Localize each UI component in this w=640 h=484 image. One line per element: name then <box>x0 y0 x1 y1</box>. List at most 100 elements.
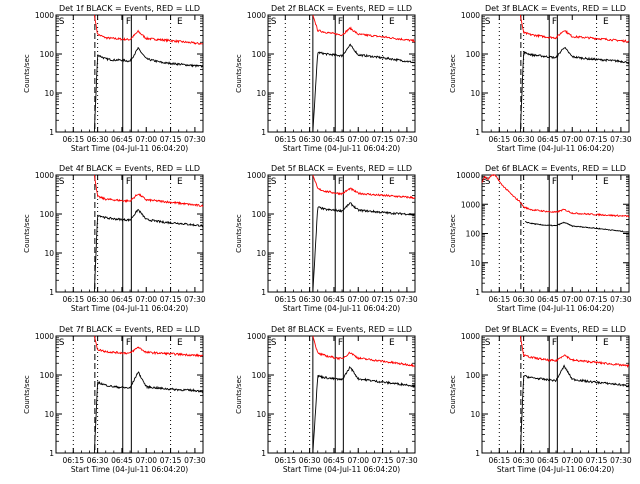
x-tick-label: 07:15 <box>160 135 182 144</box>
x-tick-label: 06:30 <box>299 135 321 144</box>
marker-s: S <box>271 177 277 187</box>
panel-det-4: Det 4f BLACK = Events, RED = LLD 1 10 100 10… <box>23 164 206 313</box>
y-axis-label: Counts/sec <box>449 214 457 253</box>
panel-title: Det 4f BLACK = Events, RED = LLD <box>59 164 200 173</box>
x-tick-label: 07:00 <box>347 295 369 304</box>
panel-title: Det 8f BLACK = Events, RED = LLD <box>271 325 412 334</box>
marker-s: S <box>59 338 65 348</box>
x-tick-label: 07:30 <box>184 295 206 304</box>
marker-e: E <box>603 177 609 187</box>
marker-e: E <box>603 338 609 348</box>
x-tick-label: 06:30 <box>87 295 109 304</box>
x-tick-label: 07:30 <box>396 135 418 144</box>
x-axis-label: Start Time (04-Jul-11 06:04:20) <box>71 144 188 153</box>
y-tick-label: 10 <box>470 410 480 419</box>
marker-e: E <box>177 177 183 187</box>
y-axis-label: Counts/sec <box>235 214 243 253</box>
series-lld-red <box>519 335 630 369</box>
marker-e: E <box>603 17 609 27</box>
plot-frame <box>481 335 630 454</box>
marker-f: F <box>126 17 131 27</box>
plot-frame <box>267 14 416 133</box>
y-tick-label: 1000 <box>35 332 54 341</box>
marker-f: F <box>126 177 131 187</box>
x-tick-label: 07:15 <box>586 135 608 144</box>
y-tick-label: 1 <box>261 449 266 458</box>
plot-frame <box>481 174 630 293</box>
x-tick-label: 07:30 <box>396 456 418 465</box>
x-tick-label: 07:00 <box>135 135 157 144</box>
marker-s: S <box>59 177 65 187</box>
y-tick-label: 1000 <box>461 200 480 209</box>
marker-e: E <box>389 338 395 348</box>
y-tick-label: 100 <box>466 50 481 59</box>
series-events-black <box>312 202 416 293</box>
plot-frame <box>55 174 204 293</box>
x-tick-label: 06:45 <box>323 135 345 144</box>
x-tick-label: 07:15 <box>160 456 182 465</box>
series-events-black <box>519 364 630 454</box>
x-tick-label: 07:30 <box>396 295 418 304</box>
marker-f: F <box>338 338 343 348</box>
y-tick-label: 1000 <box>35 11 54 20</box>
x-tick-label: 06:30 <box>513 295 535 304</box>
x-tick-label: 07:15 <box>372 456 394 465</box>
marker-f: F <box>338 17 343 27</box>
y-tick-label: 1 <box>475 449 480 458</box>
series-lld-red <box>312 335 416 368</box>
x-tick-label: 06:30 <box>87 456 109 465</box>
x-tick-label: 07:30 <box>610 456 632 465</box>
series-events-black <box>519 46 630 133</box>
y-axis-label: Counts/sec <box>449 375 457 414</box>
panel-det-3: Det 3f BLACK = Events, RED = LLD 1 10 100 10… <box>449 4 632 153</box>
series-events-black <box>93 208 204 293</box>
y-tick-label: 100 <box>252 371 267 380</box>
x-tick-label: 06:15 <box>62 456 84 465</box>
y-tick-label: 100 <box>40 50 55 59</box>
x-axis-label: Start Time (04-Jul-11 06:04:20) <box>283 304 400 313</box>
series-events-black <box>93 47 204 133</box>
x-tick-label: 07:30 <box>610 135 632 144</box>
panel-det-2: Det 2f BLACK = Events, RED = LLD 1 10 100 10… <box>235 4 418 153</box>
x-tick-label: 07:15 <box>372 135 394 144</box>
x-tick-label: 06:15 <box>274 135 296 144</box>
series-events-black <box>525 221 629 233</box>
y-tick-label: 100 <box>466 371 481 380</box>
y-tick-label: 1000 <box>247 171 266 180</box>
series-lld-red <box>519 14 630 43</box>
x-tick-label: 07:30 <box>184 456 206 465</box>
x-axis-label: Start Time (04-Jul-11 06:04:20) <box>497 465 614 474</box>
y-tick-label: 10000 <box>456 171 480 180</box>
x-tick-label: 06:45 <box>111 456 133 465</box>
marker-s: S <box>59 17 65 27</box>
x-tick-label: 07:00 <box>561 456 583 465</box>
panel-title: Det 6f BLACK = Events, RED = LLD <box>485 164 626 173</box>
panel-title: Det 7f BLACK = Events, RED = LLD <box>59 325 200 334</box>
marker-e: E <box>389 17 395 27</box>
y-tick-label: 100 <box>252 210 267 219</box>
series-lld-red <box>93 174 204 208</box>
x-tick-label: 06:45 <box>111 135 133 144</box>
y-tick-label: 1000 <box>461 332 480 341</box>
x-tick-label: 07:00 <box>135 456 157 465</box>
y-tick-label: 1 <box>475 288 480 297</box>
panel-title: Det 2f BLACK = Events, RED = LLD <box>271 4 412 13</box>
plot-frame <box>267 174 416 293</box>
series-events-black <box>312 365 416 454</box>
series-events-black <box>312 43 416 133</box>
x-tick-label: 07:00 <box>347 456 369 465</box>
marker-e: E <box>177 17 183 27</box>
panel-title: Det 3f BLACK = Events, RED = LLD <box>485 4 626 13</box>
y-tick-label: 100 <box>40 210 55 219</box>
marker-e: E <box>177 338 183 348</box>
x-tick-label: 07:30 <box>610 295 632 304</box>
x-tick-label: 06:30 <box>299 295 321 304</box>
y-tick-label: 1000 <box>35 171 54 180</box>
plot-frame <box>267 335 416 454</box>
x-tick-label: 06:30 <box>513 456 535 465</box>
y-axis-label: Counts/sec <box>235 375 243 414</box>
y-tick-label: 1 <box>49 128 54 137</box>
x-tick-label: 06:45 <box>537 135 559 144</box>
